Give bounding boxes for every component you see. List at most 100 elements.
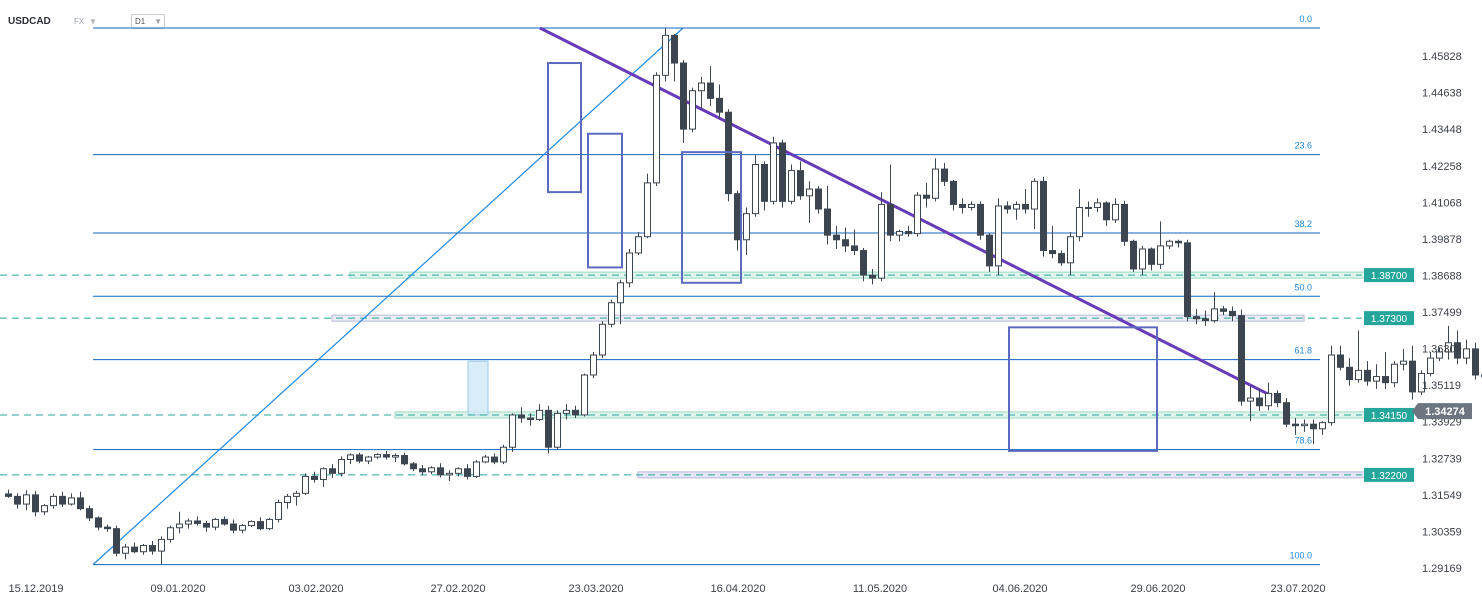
candle — [1202, 310, 1209, 326]
candle — [95, 516, 102, 531]
candle — [608, 299, 615, 328]
candle — [1247, 385, 1254, 422]
candle-body — [545, 409, 552, 448]
candle-body — [41, 505, 48, 513]
candle-body — [1004, 205, 1011, 210]
candle-body — [1445, 342, 1452, 353]
candle-body — [1274, 392, 1281, 404]
candle-body — [770, 142, 777, 202]
uptrend-line — [92, 27, 684, 566]
candle — [905, 225, 912, 237]
candle-body — [1049, 250, 1056, 255]
candle — [1031, 178, 1038, 230]
candle-body — [14, 495, 21, 505]
symbol-label[interactable]: USDCAD — [8, 16, 51, 27]
candle — [824, 185, 831, 245]
candle-body — [1346, 366, 1353, 381]
candle — [716, 84, 723, 119]
x-tick-label: 04.06.2020 — [992, 583, 1047, 595]
candle — [320, 467, 327, 488]
key-level-badge — [1364, 407, 1414, 422]
candle-body — [212, 518, 219, 528]
candle — [1355, 330, 1362, 383]
y-tick-label: 1.30359 — [1422, 526, 1462, 538]
candle — [365, 455, 372, 465]
candle — [230, 519, 237, 534]
candle — [1382, 351, 1389, 389]
candle — [1445, 325, 1452, 360]
candle — [1238, 309, 1245, 406]
candle-body — [221, 518, 228, 525]
fibonacci-levels: 0.0 23.6 38.2 50.0 61.8 78.6 100.0 — [93, 14, 1320, 566]
candle-body — [833, 234, 840, 241]
candle — [419, 465, 426, 476]
candle — [392, 453, 399, 462]
candle — [1184, 239, 1191, 322]
candle-body — [716, 97, 723, 113]
candle-body — [941, 168, 948, 182]
candles — [5, 28, 1482, 565]
y-tick-label: 1.35119 — [1422, 380, 1461, 392]
market-label: FX — [74, 17, 85, 26]
candle-body — [248, 521, 255, 527]
candle — [941, 162, 948, 186]
candle-body — [392, 455, 399, 458]
candle-body — [1139, 248, 1146, 270]
candle-body — [32, 494, 39, 513]
candle-body — [959, 203, 966, 208]
candle-body — [113, 528, 120, 554]
candle — [599, 321, 606, 359]
candle — [1328, 345, 1335, 426]
candle — [887, 164, 894, 242]
candle — [1364, 361, 1371, 386]
candle-body — [5, 493, 12, 497]
candle-body — [563, 409, 570, 414]
candle-body — [878, 203, 885, 279]
candle — [806, 181, 813, 223]
candle-body — [581, 374, 588, 416]
candle-body — [446, 472, 453, 476]
candle — [518, 407, 525, 423]
current-price-badge — [1412, 403, 1472, 420]
candle-body — [266, 518, 273, 530]
candle-body — [1355, 369, 1362, 381]
candle — [509, 413, 516, 452]
candle — [563, 404, 570, 420]
candle-body — [104, 526, 111, 530]
candle — [41, 504, 48, 515]
candle — [248, 520, 255, 528]
candle-body — [590, 354, 597, 376]
consolidation-box — [587, 132, 623, 269]
candle — [617, 279, 624, 325]
candle-body — [662, 34, 669, 76]
candle — [1004, 201, 1011, 214]
fib-label: 0.0 — [1299, 14, 1312, 24]
candle — [140, 544, 147, 555]
y-tick-label: 1.42258 — [1422, 161, 1462, 173]
candle — [1463, 339, 1470, 365]
candle-body — [257, 521, 264, 530]
key-level-badge — [1364, 467, 1414, 482]
candle — [725, 109, 732, 202]
candle-body — [1148, 248, 1155, 265]
candle-body — [734, 193, 741, 241]
candle — [797, 161, 804, 200]
candle-body — [1427, 357, 1434, 374]
candle — [383, 450, 390, 460]
candle-body — [1436, 351, 1443, 359]
candle-body — [320, 468, 327, 480]
market-caret-icon[interactable]: ▼ — [89, 17, 97, 26]
candle — [113, 525, 120, 557]
fib-label: 100.0 — [1289, 551, 1312, 561]
x-tick-label: 23.07.2020 — [1270, 583, 1325, 595]
candle-body — [860, 250, 867, 276]
candle — [1175, 239, 1182, 248]
candle — [680, 59, 687, 143]
candle — [671, 33, 678, 82]
candle — [815, 185, 822, 214]
candle-body — [518, 414, 525, 419]
candle — [104, 524, 111, 532]
candle — [455, 467, 462, 477]
candle-body — [338, 459, 345, 474]
